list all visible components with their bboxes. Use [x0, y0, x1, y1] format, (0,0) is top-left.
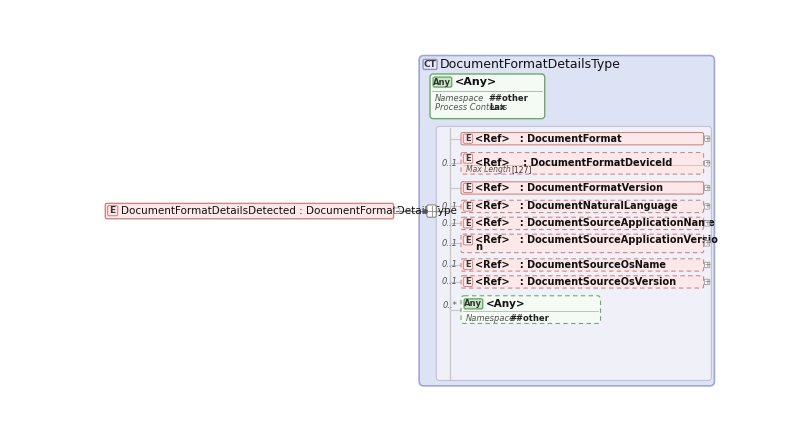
- FancyBboxPatch shape: [463, 154, 473, 163]
- Text: +: +: [704, 220, 710, 226]
- FancyBboxPatch shape: [395, 208, 400, 213]
- Text: Any: Any: [433, 78, 451, 87]
- FancyBboxPatch shape: [705, 185, 710, 191]
- FancyBboxPatch shape: [463, 260, 473, 270]
- FancyBboxPatch shape: [430, 74, 545, 119]
- FancyBboxPatch shape: [463, 134, 473, 143]
- FancyBboxPatch shape: [705, 136, 710, 142]
- FancyBboxPatch shape: [463, 277, 473, 287]
- Text: 0..1: 0..1: [441, 159, 457, 168]
- Text: 0..*: 0..*: [443, 301, 457, 309]
- Text: E: E: [465, 260, 471, 270]
- Text: +: +: [704, 185, 710, 191]
- FancyBboxPatch shape: [463, 236, 473, 245]
- Text: Namespace: Namespace: [435, 94, 484, 103]
- Text: <Ref>   : DocumentFormat: <Ref> : DocumentFormat: [475, 134, 622, 144]
- FancyBboxPatch shape: [433, 77, 451, 87]
- Text: <Ref>   : DocumentSourceApplicationVersio: <Ref> : DocumentSourceApplicationVersio: [475, 235, 718, 245]
- FancyBboxPatch shape: [463, 219, 473, 228]
- FancyBboxPatch shape: [461, 276, 704, 288]
- Text: E: E: [465, 202, 471, 211]
- Text: <Any>: <Any>: [455, 77, 497, 87]
- Text: +: +: [704, 204, 710, 209]
- Text: <Ref>   : DocumentSourceOsName: <Ref> : DocumentSourceOsName: [475, 260, 666, 270]
- FancyBboxPatch shape: [461, 234, 704, 253]
- FancyBboxPatch shape: [705, 221, 710, 226]
- FancyBboxPatch shape: [463, 184, 473, 193]
- Text: <Any>: <Any>: [486, 299, 526, 309]
- FancyBboxPatch shape: [461, 153, 704, 174]
- Text: [127]: [127]: [511, 165, 532, 174]
- FancyBboxPatch shape: [461, 200, 704, 212]
- Text: E: E: [465, 219, 471, 228]
- FancyBboxPatch shape: [705, 279, 710, 284]
- Text: n: n: [475, 242, 482, 252]
- FancyBboxPatch shape: [105, 203, 394, 219]
- Text: +: +: [704, 240, 710, 246]
- FancyBboxPatch shape: [461, 296, 601, 323]
- Text: +: +: [704, 279, 710, 285]
- Text: 0..1: 0..1: [441, 202, 457, 211]
- FancyBboxPatch shape: [705, 241, 710, 246]
- FancyBboxPatch shape: [436, 126, 711, 381]
- Text: 0..1: 0..1: [441, 260, 457, 270]
- Text: Max Length: Max Length: [466, 165, 511, 174]
- FancyBboxPatch shape: [705, 262, 710, 267]
- FancyBboxPatch shape: [427, 205, 436, 217]
- Text: ##other: ##other: [510, 314, 550, 323]
- FancyBboxPatch shape: [705, 161, 710, 166]
- FancyBboxPatch shape: [461, 217, 704, 229]
- Text: Any: Any: [464, 299, 483, 309]
- FancyBboxPatch shape: [463, 202, 473, 211]
- Text: E: E: [465, 134, 471, 143]
- FancyBboxPatch shape: [108, 206, 117, 216]
- Text: 0..1: 0..1: [441, 239, 457, 248]
- Text: E: E: [465, 236, 471, 245]
- Text: <Ref>   : DocumentFormatVersion: <Ref> : DocumentFormatVersion: [475, 183, 663, 193]
- Text: Lax: Lax: [489, 104, 505, 112]
- FancyBboxPatch shape: [461, 259, 704, 271]
- Text: E: E: [465, 154, 471, 163]
- FancyBboxPatch shape: [419, 55, 714, 386]
- Text: DocumentFormatDetailsType: DocumentFormatDetailsType: [440, 58, 621, 71]
- Text: Process Contents: Process Contents: [435, 104, 507, 112]
- FancyBboxPatch shape: [423, 59, 437, 69]
- Text: E: E: [465, 184, 471, 192]
- Text: <Ref>   : DocumentSourceApplicationName: <Ref> : DocumentSourceApplicationName: [475, 218, 715, 229]
- Text: E: E: [465, 277, 471, 286]
- FancyBboxPatch shape: [705, 204, 710, 209]
- Text: E: E: [109, 206, 116, 215]
- Text: ##other: ##other: [489, 94, 529, 103]
- Text: Namespace: Namespace: [466, 314, 515, 323]
- Text: +: +: [704, 160, 710, 166]
- Text: <Ref>   : DocumentSourceOsVersion: <Ref> : DocumentSourceOsVersion: [475, 277, 676, 287]
- FancyBboxPatch shape: [461, 132, 704, 145]
- Text: CT: CT: [423, 60, 436, 69]
- FancyBboxPatch shape: [461, 182, 704, 194]
- Text: 0..1: 0..1: [441, 277, 457, 286]
- Text: +: +: [704, 262, 710, 268]
- Text: DocumentFormatDetailsDetected : DocumentFormatDetailsType: DocumentFormatDetailsDetected : Document…: [121, 206, 457, 216]
- Text: +: +: [704, 135, 710, 142]
- Text: <Ref>   : DocumentNaturalLanguage: <Ref> : DocumentNaturalLanguage: [475, 201, 678, 212]
- Text: <Ref>    : DocumentFormatDeviceId: <Ref> : DocumentFormatDeviceId: [475, 158, 672, 168]
- Text: 0..1: 0..1: [441, 219, 457, 228]
- FancyBboxPatch shape: [464, 299, 483, 309]
